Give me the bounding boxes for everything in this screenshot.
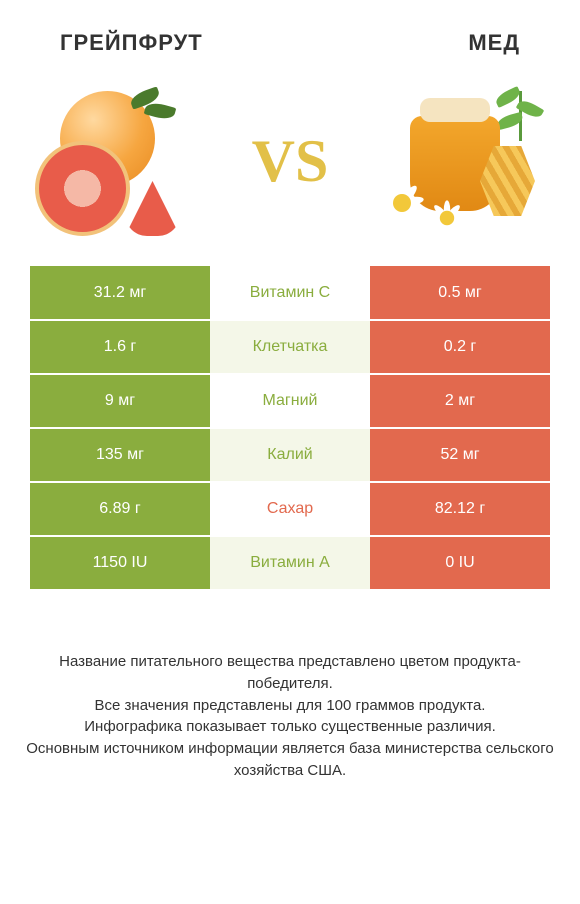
table-row: 31.2 мгВитамин C0.5 мг — [30, 266, 550, 320]
table-row: 9 мгМагний2 мг — [30, 374, 550, 428]
value-left: 1150 IU — [30, 536, 210, 590]
value-right: 52 мг — [370, 428, 550, 482]
value-left: 31.2 мг — [30, 266, 210, 320]
comparison-table: 31.2 мгВитамин C0.5 мг1.6 гКлетчатка0.2 … — [30, 266, 550, 591]
table-row: 6.89 гСахар82.12 г — [30, 482, 550, 536]
footer-line: Название питательного вещества представл… — [20, 651, 560, 695]
value-right: 0 IU — [370, 536, 550, 590]
value-right: 0.5 мг — [370, 266, 550, 320]
flower-icon — [380, 181, 424, 225]
nutrient-label: Витамин C — [210, 266, 370, 320]
flower-icon — [429, 200, 464, 235]
value-right: 0.2 г — [370, 320, 550, 374]
value-left: 135 мг — [30, 428, 210, 482]
title-left: ГРЕЙПФРУТ — [60, 30, 203, 56]
table-row: 1150 IUВитамин A0 IU — [30, 536, 550, 590]
nutrient-label: Витамин A — [210, 536, 370, 590]
value-right: 82.12 г — [370, 482, 550, 536]
nutrient-label: Магний — [210, 374, 370, 428]
grapefruit-illustration — [30, 86, 200, 236]
table-row: 135 мгКалий52 мг — [30, 428, 550, 482]
title-right: МЕД — [468, 30, 520, 56]
footer-line: Все значения представлены для 100 граммо… — [20, 695, 560, 717]
footer-line: Основным источником информации является … — [20, 738, 560, 782]
table-row: 1.6 гКлетчатка0.2 г — [30, 320, 550, 374]
value-left: 1.6 г — [30, 320, 210, 374]
value-left: 9 мг — [30, 374, 210, 428]
nutrient-label: Сахар — [210, 482, 370, 536]
vs-label: VS — [252, 127, 329, 196]
honey-illustration — [380, 86, 550, 236]
footer-line: Инфографика показывает только существенн… — [20, 716, 560, 738]
value-right: 2 мг — [370, 374, 550, 428]
images-row: VS — [0, 66, 580, 266]
nutrient-label: Клетчатка — [210, 320, 370, 374]
header: ГРЕЙПФРУТ МЕД — [0, 0, 580, 66]
value-left: 6.89 г — [30, 482, 210, 536]
footer-notes: Название питательного вещества представл… — [0, 651, 580, 782]
nutrient-label: Калий — [210, 428, 370, 482]
